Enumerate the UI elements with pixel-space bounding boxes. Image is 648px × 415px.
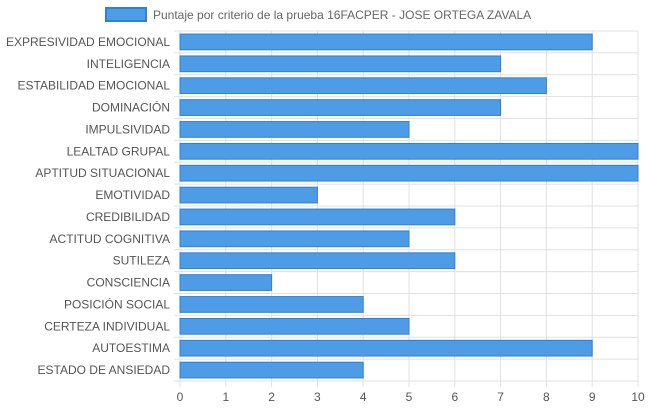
x-tick-label: 1 xyxy=(222,390,229,404)
bar[interactable] xyxy=(179,186,318,204)
y-category-label: ESTABILIDAD EMOCIONAL xyxy=(18,79,171,93)
x-axis-tick-labels: 0 1 2 3 4 5 6 7 8 9 10 xyxy=(177,390,645,404)
y-category-label: EMOTIVIDAD xyxy=(95,188,170,202)
x-tick-label: 10 xyxy=(631,390,645,404)
legend[interactable]: Puntaje por criterio de la prueba 16FACP… xyxy=(105,7,531,22)
bar[interactable] xyxy=(179,339,593,357)
x-tick-label: 4 xyxy=(360,390,367,404)
bar[interactable] xyxy=(179,361,364,379)
bar[interactable] xyxy=(179,99,502,116)
legend-swatch xyxy=(105,7,147,22)
y-category-label: ACTITUD COGNITIVA xyxy=(50,232,170,246)
bars xyxy=(179,33,639,379)
bar[interactable] xyxy=(179,142,639,160)
y-category-label: APTITUD SITUACIONAL xyxy=(35,166,170,180)
x-tick-label: 0 xyxy=(177,390,184,404)
y-category-label: LEALTAD GRUPAL xyxy=(67,144,171,158)
x-tick-label: 8 xyxy=(543,390,550,404)
x-tick-label: 5 xyxy=(406,390,413,404)
y-category-label: INTELIGENCIA xyxy=(87,57,170,71)
bar[interactable] xyxy=(179,208,456,226)
y-category-label: SUTILEZA xyxy=(113,254,170,268)
y-category-label: ESTADO DE ANSIEDAD xyxy=(38,363,171,377)
y-category-label: POSICIÓN SOCIAL xyxy=(64,296,170,311)
bar[interactable] xyxy=(179,317,410,335)
bar[interactable] xyxy=(179,164,639,182)
x-tick-label: 7 xyxy=(497,390,504,404)
bar[interactable] xyxy=(179,230,410,248)
bar[interactable] xyxy=(179,296,364,313)
bar[interactable] xyxy=(179,121,410,138)
x-tick-label: 6 xyxy=(451,390,458,404)
x-tick-label: 3 xyxy=(314,390,321,404)
bar[interactable] xyxy=(179,77,547,95)
bar[interactable] xyxy=(179,55,502,73)
bar[interactable] xyxy=(179,252,456,270)
legend-label: Puntaje por criterio de la prueba 16FACP… xyxy=(153,8,531,22)
y-category-label: CREDIBILIDAD xyxy=(86,210,170,224)
y-category-label: CERTEZA INDIVIDUAL xyxy=(44,319,170,333)
y-category-label: CONSCIENCIA xyxy=(87,276,170,290)
bar[interactable] xyxy=(179,274,273,291)
y-category-label: AUTOESTIMA xyxy=(92,341,170,355)
y-category-label: DOMINACIÓN xyxy=(92,100,170,115)
y-category-label: EXPRESIVIDAD EMOCIONAL xyxy=(6,35,170,49)
bar[interactable] xyxy=(179,33,593,51)
x-tick-label: 2 xyxy=(268,390,275,404)
x-tick-label: 9 xyxy=(589,390,596,404)
y-category-label: IMPULSIVIDAD xyxy=(85,122,170,136)
y-axis-labels: EXPRESIVIDAD EMOCIONAL INTELIGENCIA ESTABI… xyxy=(6,35,170,377)
